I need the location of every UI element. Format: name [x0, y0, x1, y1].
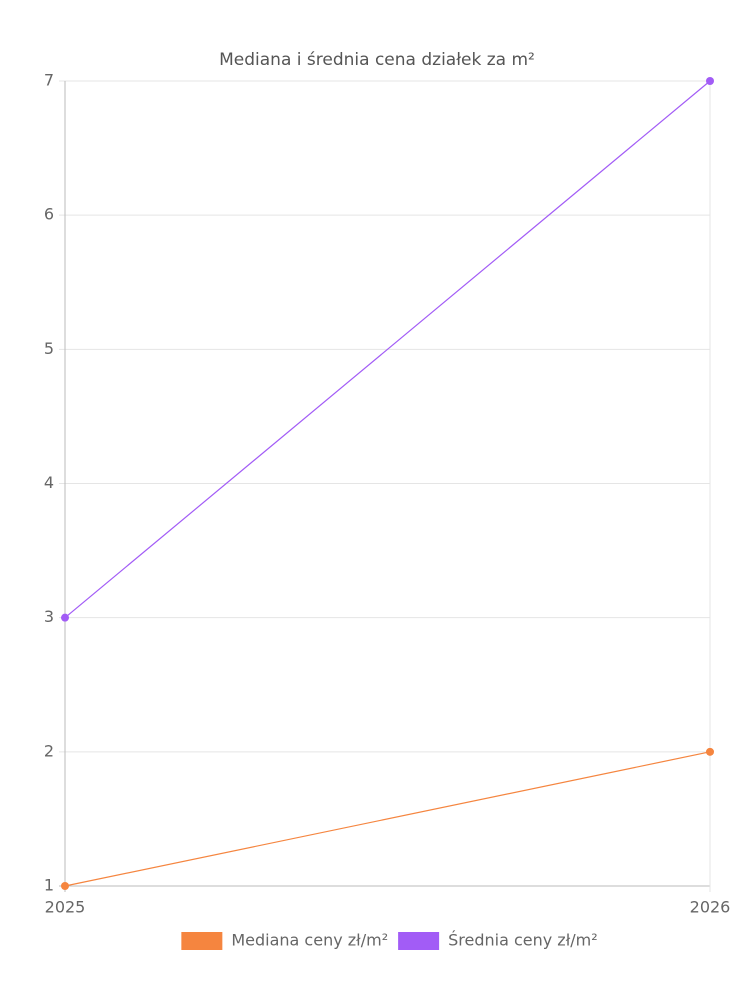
legend-swatch	[181, 932, 223, 950]
legend-label: Średnia ceny zł/m²	[448, 931, 598, 950]
legend-swatch	[398, 932, 440, 950]
legend-label: Mediana ceny zł/m²	[231, 931, 388, 950]
series-line	[64, 751, 711, 887]
x-tick-label: 2026	[690, 898, 731, 917]
point	[61, 613, 69, 622]
chart-title: Mediana i średnia cena działek za m²	[219, 50, 535, 70]
y-tick-label: 7	[44, 71, 54, 90]
y-tick-label: 5	[44, 339, 54, 358]
point	[61, 882, 69, 890]
series-line	[64, 80, 711, 619]
point	[706, 747, 714, 756]
y-tick-label: 3	[44, 607, 54, 626]
y-tick-label: 1	[44, 876, 54, 895]
y-tick-label: 2	[44, 741, 54, 760]
y-tick-label: 6	[44, 205, 54, 224]
point	[706, 77, 714, 85]
x-tick-label: 2025	[45, 898, 86, 917]
y-tick-label: 4	[44, 473, 54, 492]
